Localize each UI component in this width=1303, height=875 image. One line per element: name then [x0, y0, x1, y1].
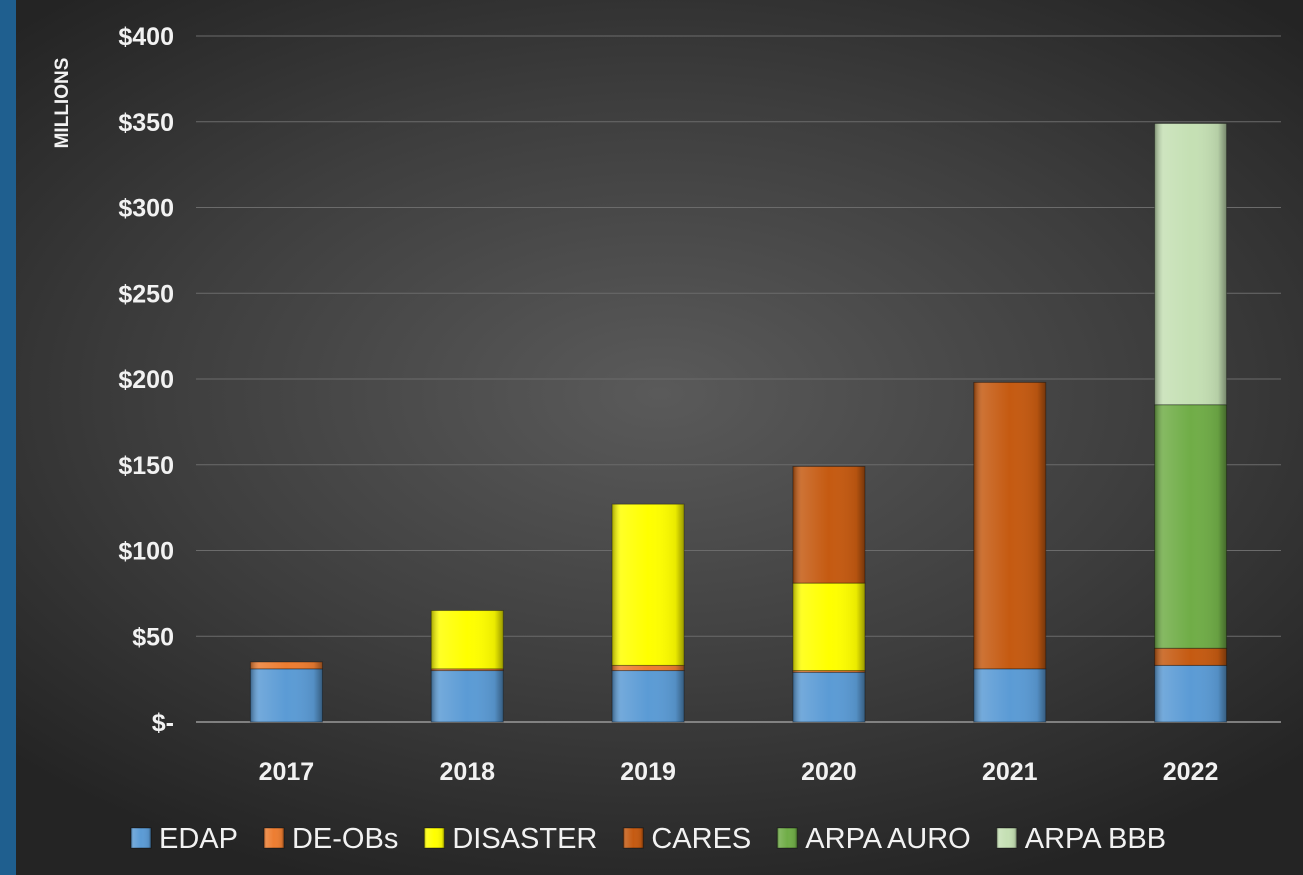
bar-segment-shading: [973, 381, 1047, 670]
legend-item: ARPA AURO: [776, 823, 971, 855]
y-tick-label: $150: [118, 452, 174, 480]
legend-label: EDAP: [159, 823, 238, 855]
legend: EDAP DE-OBs DISASTER CARES ARPA AURO ARPA BBB: [130, 823, 1166, 855]
bar-segment-shading: [430, 610, 504, 670]
legend-label: CARES: [651, 823, 751, 855]
bar-segment-shading: [611, 670, 685, 723]
legend-swatch-shading: [777, 828, 798, 848]
legend-label: ARPA AURO: [805, 823, 970, 855]
gridlines: [196, 35, 1281, 723]
bar-segment-shading: [430, 670, 504, 723]
legend-item: EDAP: [130, 823, 238, 855]
x-axis-ticks: 2017 2018 2019 2020 2021 2022: [259, 758, 1219, 786]
bar-segment-shading: [611, 664, 685, 672]
bar-segment-shading: [792, 465, 866, 584]
x-tick-label: 2020: [801, 758, 857, 786]
bar-segment-shading: [249, 661, 323, 670]
bars: [249, 122, 1228, 723]
legend-swatch-shading: [131, 828, 151, 848]
legend-swatch-shading: [424, 828, 445, 848]
legend-item: ARPA BBB: [996, 823, 1166, 855]
x-tick-label: 2018: [439, 758, 495, 786]
bar-segment-shading: [973, 668, 1047, 723]
x-tick-label: 2022: [1163, 758, 1219, 786]
stacked-bar-chart: $- $50 $100 $150 $200 $250 $300 $350 $400 MILLIO…: [52, 23, 1281, 855]
bar-segment-shading: [1154, 404, 1228, 649]
legend-item: CARES: [622, 823, 751, 855]
y-tick-label: $400: [118, 23, 174, 51]
legend-swatch-shading: [623, 828, 644, 848]
legend-label: DE-OBs: [292, 823, 398, 855]
y-tick-label: $-: [152, 709, 174, 737]
bar-segment-shading: [1154, 122, 1228, 406]
y-tick-label: $350: [118, 109, 174, 137]
bar-segment-shading: [611, 503, 685, 666]
y-tick-label: $300: [118, 195, 174, 223]
x-tick-label: 2021: [982, 758, 1038, 786]
legend-label: ARPA BBB: [1025, 823, 1166, 855]
bar-segment-shading: [249, 668, 323, 723]
bar-segment-shading: [792, 582, 866, 672]
legend-item: DE-OBs: [263, 823, 398, 855]
legend-swatch-shading: [263, 828, 284, 848]
legend-swatch-shading: [996, 828, 1017, 848]
x-tick-label: 2017: [259, 758, 315, 786]
y-tick-label: $50: [132, 623, 174, 651]
legend-item: DISASTER: [423, 823, 597, 855]
bar-segment-shading: [792, 671, 866, 723]
bar-segment-shading: [1154, 664, 1228, 723]
chart-frame: $- $50 $100 $150 $200 $250 $300 $350 $400 MILLIO…: [16, 0, 1303, 875]
y-tick-label: $200: [118, 366, 174, 394]
y-tick-label: $100: [118, 538, 174, 566]
x-tick-label: 2019: [620, 758, 676, 786]
y-tick-label: $250: [118, 280, 174, 308]
bar-segment-shading: [1154, 647, 1228, 666]
y-axis-label: MILLIONS: [52, 58, 73, 149]
legend-label: DISASTER: [452, 823, 597, 855]
y-axis-ticks: $- $50 $100 $150 $200 $250 $300 $350 $400: [118, 23, 174, 737]
